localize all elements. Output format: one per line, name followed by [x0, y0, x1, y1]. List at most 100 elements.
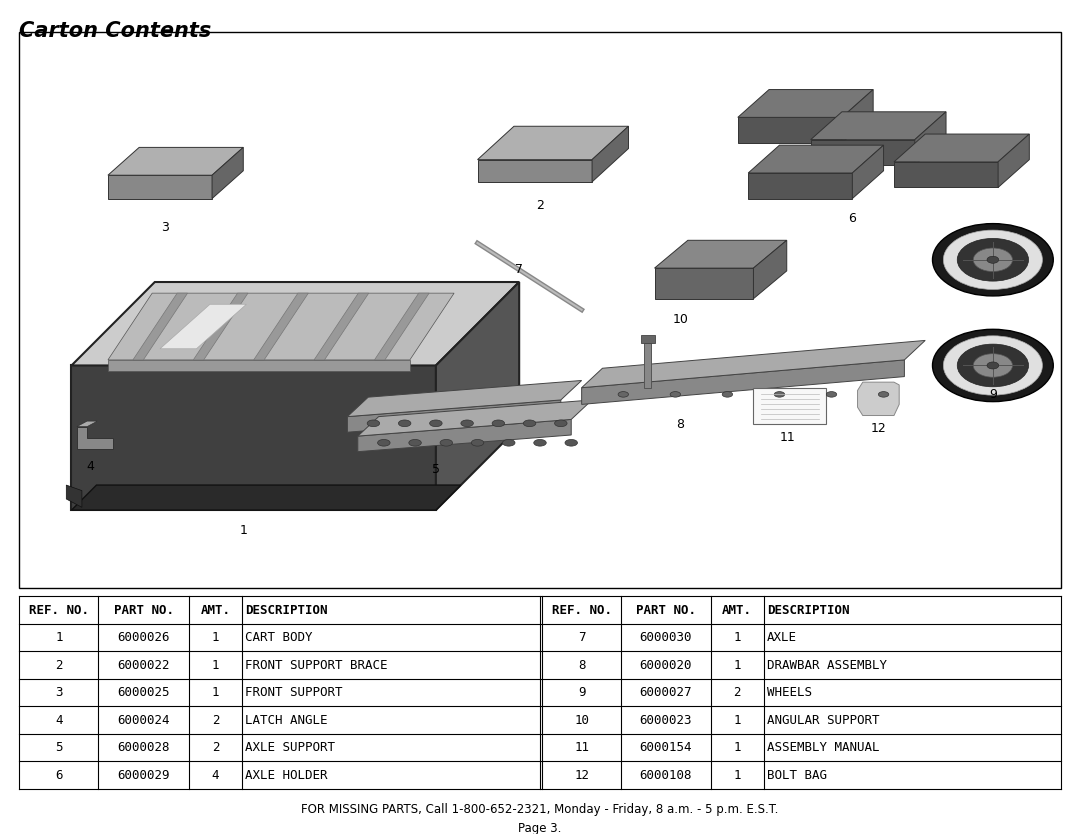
Text: 7: 7	[515, 263, 523, 275]
Ellipse shape	[399, 420, 410, 427]
Ellipse shape	[461, 420, 473, 427]
Text: REF. NO.: REF. NO.	[29, 604, 89, 616]
Polygon shape	[811, 139, 915, 165]
Ellipse shape	[943, 230, 1042, 289]
Polygon shape	[66, 485, 82, 507]
Ellipse shape	[502, 440, 515, 446]
Text: LATCH ANGLE: LATCH ANGLE	[245, 714, 327, 726]
Text: DESCRIPTION: DESCRIPTION	[245, 604, 327, 616]
Text: 6000023: 6000023	[639, 714, 692, 726]
Polygon shape	[754, 388, 826, 424]
Ellipse shape	[943, 336, 1042, 395]
Text: 2: 2	[536, 198, 544, 212]
Text: 1: 1	[733, 631, 741, 644]
Text: 4: 4	[86, 460, 94, 473]
Ellipse shape	[957, 239, 1028, 281]
Text: 5: 5	[55, 741, 63, 754]
Polygon shape	[738, 118, 842, 143]
Ellipse shape	[367, 420, 380, 427]
Text: 3: 3	[55, 686, 63, 699]
Text: 6000154: 6000154	[639, 741, 692, 754]
Text: Carton Contents: Carton Contents	[19, 21, 212, 41]
Ellipse shape	[670, 392, 680, 397]
Text: FRONT SUPPORT BRACE: FRONT SUPPORT BRACE	[245, 659, 388, 671]
Bar	[19, 32, 1061, 588]
Text: FRONT SUPPORT: FRONT SUPPORT	[245, 686, 342, 699]
Ellipse shape	[409, 440, 421, 446]
Polygon shape	[852, 145, 883, 198]
Ellipse shape	[430, 420, 442, 427]
Ellipse shape	[440, 440, 453, 446]
Text: DESCRIPTION: DESCRIPTION	[767, 604, 849, 616]
Polygon shape	[71, 365, 436, 510]
Polygon shape	[477, 126, 629, 159]
Text: FOR MISSING PARTS, Call 1-800-652-2321, Monday - Friday, 8 a.m. - 5 p.m. E.S.T.: FOR MISSING PARTS, Call 1-800-652-2321, …	[301, 803, 779, 816]
Polygon shape	[654, 268, 754, 299]
Ellipse shape	[492, 420, 504, 427]
Text: 6000022: 6000022	[118, 659, 170, 671]
Polygon shape	[108, 360, 410, 371]
Polygon shape	[71, 485, 461, 510]
Text: 6000024: 6000024	[118, 714, 170, 726]
Ellipse shape	[987, 362, 999, 369]
Polygon shape	[582, 340, 926, 388]
Text: 1: 1	[733, 769, 741, 781]
Text: ASSEMBLY MANUAL: ASSEMBLY MANUAL	[767, 741, 879, 754]
Text: 2: 2	[733, 686, 741, 699]
Ellipse shape	[987, 256, 999, 264]
Polygon shape	[133, 293, 188, 360]
Ellipse shape	[471, 440, 484, 446]
Text: WHEELS: WHEELS	[767, 686, 812, 699]
Ellipse shape	[973, 248, 1012, 272]
Polygon shape	[357, 420, 571, 452]
Text: 3: 3	[161, 221, 170, 234]
Text: PART NO.: PART NO.	[113, 604, 174, 616]
Polygon shape	[592, 126, 629, 182]
Text: 12: 12	[870, 422, 887, 435]
Ellipse shape	[878, 392, 889, 397]
Text: AMT.: AMT.	[201, 604, 230, 616]
Ellipse shape	[973, 354, 1012, 377]
Polygon shape	[375, 293, 429, 360]
Text: AMT.: AMT.	[723, 604, 752, 616]
Polygon shape	[108, 148, 243, 175]
Text: 2: 2	[212, 714, 219, 726]
Polygon shape	[642, 335, 654, 344]
Ellipse shape	[524, 420, 536, 427]
Text: 9: 9	[578, 686, 585, 699]
Text: 11: 11	[780, 430, 796, 444]
Polygon shape	[477, 159, 592, 182]
Text: 6000029: 6000029	[118, 769, 170, 781]
Polygon shape	[108, 175, 212, 198]
Text: 5: 5	[432, 463, 440, 476]
Polygon shape	[348, 400, 561, 432]
Text: 11: 11	[575, 741, 589, 754]
Text: 1: 1	[212, 686, 219, 699]
Text: 10: 10	[575, 714, 589, 726]
Text: 7: 7	[578, 631, 585, 644]
Polygon shape	[894, 162, 998, 188]
Text: 1: 1	[733, 714, 741, 726]
Polygon shape	[654, 240, 786, 268]
Text: AXLE HOLDER: AXLE HOLDER	[245, 769, 327, 781]
Polygon shape	[842, 89, 873, 143]
Text: 6000030: 6000030	[639, 631, 692, 644]
Polygon shape	[811, 112, 946, 139]
Polygon shape	[998, 134, 1029, 188]
Polygon shape	[915, 112, 946, 165]
Ellipse shape	[565, 440, 578, 446]
Text: 1: 1	[55, 631, 63, 644]
Text: 12: 12	[575, 769, 589, 781]
Polygon shape	[108, 293, 454, 360]
Polygon shape	[212, 148, 243, 198]
Text: 6000027: 6000027	[639, 686, 692, 699]
Polygon shape	[193, 293, 248, 360]
Text: 6000025: 6000025	[118, 686, 170, 699]
Text: 9: 9	[989, 388, 997, 400]
Text: BOLT BAG: BOLT BAG	[767, 769, 827, 781]
Text: 6000020: 6000020	[639, 659, 692, 671]
Polygon shape	[357, 400, 592, 436]
Ellipse shape	[957, 344, 1028, 387]
Ellipse shape	[932, 224, 1053, 296]
Text: ANGULAR SUPPORT: ANGULAR SUPPORT	[767, 714, 879, 726]
